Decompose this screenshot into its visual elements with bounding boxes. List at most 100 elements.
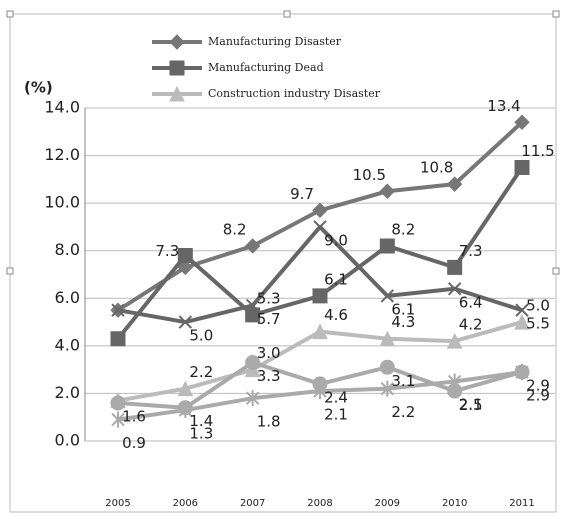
data-label: 3.0 bbox=[257, 344, 281, 362]
data-label: 9.0 bbox=[324, 231, 348, 249]
data-label: 1.8 bbox=[257, 413, 281, 431]
data-label: 0.9 bbox=[122, 434, 146, 452]
data-label: 6.4 bbox=[459, 293, 483, 311]
point bbox=[447, 282, 462, 296]
point bbox=[514, 313, 530, 330]
point bbox=[446, 176, 463, 192]
data-label: 5.7 bbox=[257, 310, 281, 328]
data-label: 5.5 bbox=[526, 315, 550, 333]
point bbox=[380, 289, 395, 303]
data-label: 13.4 bbox=[487, 97, 520, 115]
point bbox=[177, 247, 193, 263]
data-label: 5.3 bbox=[257, 289, 281, 307]
data-label: 6.1 bbox=[391, 300, 415, 318]
point bbox=[110, 395, 126, 411]
x-tick-label: 2005 bbox=[105, 498, 130, 509]
point bbox=[447, 373, 462, 390]
data-label: 5.0 bbox=[189, 327, 213, 345]
data-label: 3.3 bbox=[257, 367, 281, 385]
legend-marker bbox=[169, 60, 185, 76]
point bbox=[379, 359, 395, 375]
data-label: 7.3 bbox=[459, 242, 483, 260]
data-label: 2.2 bbox=[189, 363, 213, 381]
data-label: 4.6 bbox=[324, 306, 348, 324]
point bbox=[313, 220, 327, 234]
point bbox=[380, 380, 395, 397]
x-tick-label: 2011 bbox=[509, 498, 534, 509]
data-label: 8.2 bbox=[223, 220, 247, 238]
y-tick-label: 12.0 bbox=[44, 145, 80, 164]
data-label: 1.4 bbox=[189, 412, 213, 430]
data-label: 1.6 bbox=[122, 407, 146, 425]
x-tick-label: 2008 bbox=[307, 498, 332, 509]
point bbox=[111, 303, 125, 317]
point bbox=[178, 402, 193, 419]
point bbox=[379, 183, 396, 199]
handle bbox=[552, 267, 560, 275]
data-label: 8.2 bbox=[391, 220, 415, 238]
data-label: 2.1 bbox=[459, 396, 483, 414]
data-label: 5.0 bbox=[526, 297, 550, 315]
point bbox=[514, 159, 530, 175]
handle bbox=[6, 10, 14, 18]
y-tick-label: 10.0 bbox=[44, 193, 80, 212]
point bbox=[515, 364, 529, 381]
point bbox=[379, 330, 396, 347]
point bbox=[244, 238, 261, 254]
point bbox=[245, 355, 261, 371]
y-axis-label: (%) bbox=[24, 79, 53, 97]
data-label: 4.3 bbox=[391, 313, 415, 331]
handle bbox=[6, 267, 14, 275]
data-label: 4.2 bbox=[459, 316, 483, 334]
data-label: 2.9 bbox=[526, 377, 550, 395]
point bbox=[177, 380, 194, 397]
data-label: 7.3 bbox=[155, 242, 179, 260]
legend-label: Manufacturing Disaster bbox=[208, 35, 342, 48]
point bbox=[514, 114, 530, 130]
data-label: 9.7 bbox=[290, 185, 314, 203]
point bbox=[178, 315, 193, 329]
y-tick-label: 2.0 bbox=[55, 383, 80, 402]
handle bbox=[552, 10, 560, 18]
y-tick-label: 0.0 bbox=[55, 431, 80, 450]
data-label: 6.1 bbox=[324, 270, 348, 288]
y-tick-label: 4.0 bbox=[55, 335, 80, 354]
x-tick-label: 2009 bbox=[375, 498, 400, 509]
point bbox=[515, 303, 529, 317]
point bbox=[245, 390, 260, 407]
point bbox=[177, 259, 194, 276]
y-tick-label: 8.0 bbox=[55, 240, 80, 259]
point bbox=[245, 298, 260, 313]
legend-marker bbox=[169, 34, 185, 50]
point bbox=[379, 238, 395, 254]
data-label: 11.5 bbox=[521, 142, 554, 160]
legend-label: Construction industry Disaster bbox=[208, 87, 381, 100]
x-tick-label: 2006 bbox=[173, 498, 198, 509]
data-label: 2.9 bbox=[526, 387, 550, 405]
data-label: 2.5 bbox=[459, 396, 483, 414]
data-label: 2.4 bbox=[324, 388, 348, 406]
frame bbox=[9, 13, 557, 513]
data-label: 10.8 bbox=[420, 159, 453, 177]
point bbox=[312, 323, 328, 340]
data-label: 1.3 bbox=[189, 425, 213, 443]
y-tick-label: 6.0 bbox=[55, 288, 80, 307]
x-tick-label: 2010 bbox=[442, 498, 467, 509]
x-tick-label: 2007 bbox=[240, 498, 265, 509]
point bbox=[111, 411, 125, 428]
legend-label: Manufacturing Dead bbox=[208, 61, 324, 74]
point bbox=[312, 288, 328, 304]
point bbox=[446, 332, 463, 349]
point bbox=[312, 202, 328, 218]
data-label: 2.2 bbox=[391, 403, 415, 421]
y-tick-label: 14.0 bbox=[44, 98, 80, 117]
data-label: 2.1 bbox=[324, 406, 348, 424]
data-label: 3.1 bbox=[391, 372, 415, 390]
handle bbox=[283, 10, 291, 18]
point bbox=[110, 331, 126, 347]
point bbox=[447, 259, 463, 275]
point bbox=[313, 383, 327, 400]
data-label: 10.5 bbox=[353, 166, 386, 184]
legend-marker bbox=[169, 85, 185, 102]
